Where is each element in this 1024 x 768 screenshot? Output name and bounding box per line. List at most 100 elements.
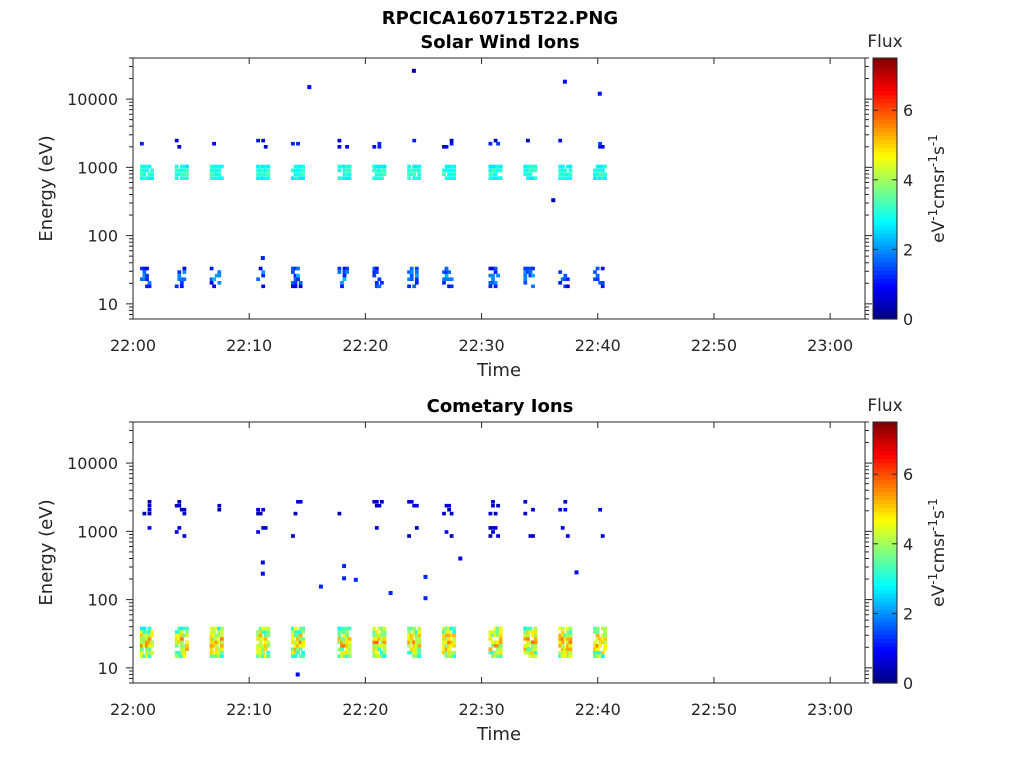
colorbar-segment: [873, 426, 897, 431]
colorbar-segment: [873, 221, 897, 226]
heatmap-cell: [526, 176, 530, 180]
heatmap-cell: [261, 164, 266, 169]
colorbar-segment: [873, 483, 897, 488]
heatmap-cell: [147, 172, 152, 177]
heatmap-cell: [293, 164, 298, 169]
heatmap-cell: [493, 654, 498, 658]
heatmap-cell: [595, 654, 600, 658]
colorbar-segment: [873, 261, 897, 267]
x-tick-label: 22:10: [226, 336, 272, 355]
heatmap-cell: [488, 281, 493, 285]
heatmap-cell: [342, 654, 347, 658]
colorbar-segment: [873, 581, 897, 586]
colorbar-frame: [872, 421, 898, 684]
heatmap-cell: [377, 637, 382, 641]
heatmap-cell: [444, 633, 449, 638]
heatmap-cells: [140, 68, 608, 289]
heatmap-cell: [568, 654, 573, 658]
heatmap-cell: [526, 640, 530, 645]
heatmap-cell: [377, 647, 382, 651]
heatmap-cell: [296, 277, 300, 281]
colorbar-segment: [873, 102, 897, 108]
heatmap-cell: [493, 630, 498, 634]
heatmap-cell: [145, 637, 149, 641]
heatmap-cell: [442, 633, 446, 638]
heatmap-cell: [491, 503, 495, 508]
heatmap-cell: [345, 650, 349, 655]
heatmap-cell: [452, 626, 457, 631]
heatmap-cell: [531, 630, 535, 634]
heatmap-cell: [372, 270, 377, 274]
heatmap-cell: [258, 164, 263, 169]
heatmap-cell: [374, 168, 379, 173]
heatmap-cell: [414, 281, 419, 285]
colorbar-segment: [873, 217, 897, 222]
heatmap-cell: [185, 630, 189, 634]
colorbar-segment: [873, 601, 897, 607]
heatmap-cell: [256, 650, 260, 655]
heatmap-cell: [595, 164, 600, 169]
colorbar-segment: [873, 265, 897, 271]
heatmap-cell: [414, 633, 419, 638]
heatmap-cell: [372, 654, 377, 658]
colorbar-segment: [873, 442, 897, 448]
heatmap-cell: [337, 647, 342, 651]
heatmap-cell: [600, 164, 605, 169]
heatmap-cell: [603, 172, 608, 177]
heatmap-cell: [488, 266, 493, 271]
heatmap-cell: [377, 633, 382, 638]
heatmap-cell: [447, 284, 451, 289]
heatmap-cell: [372, 626, 377, 631]
heatmap-cell: [340, 284, 344, 289]
heatmap-cell: [533, 640, 538, 645]
heatmap-cell: [603, 633, 608, 638]
heatmap-cell: [263, 640, 268, 645]
heatmap-cell: [414, 277, 419, 281]
heatmap-cell: [258, 647, 263, 651]
heatmap-cell: [382, 644, 387, 648]
heatmap-cell: [182, 534, 187, 538]
heatmap-cell: [442, 172, 446, 177]
y-tick-label: 10: [98, 295, 118, 314]
heatmap-cell: [598, 640, 602, 645]
heatmap-cell: [179, 168, 184, 173]
heatmap-cell: [380, 172, 384, 177]
heatmap-cell: [449, 284, 454, 289]
heatmap-cell: [374, 266, 379, 271]
heatmap-cell: [442, 168, 446, 173]
heatmap-cell: [301, 654, 305, 658]
heatmap-cell: [380, 626, 384, 631]
colorbar-segment: [873, 548, 897, 554]
heatmap-cell: [593, 176, 597, 180]
heatmap-cell: [263, 145, 268, 149]
heatmap-cell: [444, 626, 449, 631]
heatmap-cell: [179, 284, 184, 289]
heatmap-cell: [296, 644, 300, 648]
heatmap-cell: [177, 277, 182, 281]
heatmap-cell: [603, 630, 608, 634]
colorbar-segment: [873, 94, 897, 100]
heatmap-cell: [145, 644, 149, 648]
colorbar-segment: [873, 298, 897, 304]
colorbar-segment: [873, 434, 897, 439]
heatmap-cell: [449, 168, 454, 173]
heatmap-cell: [442, 644, 446, 648]
heatmap-cell: [261, 647, 266, 651]
colorbar-segment: [873, 572, 897, 578]
heatmap-cell: [142, 273, 147, 278]
colorbar-segment: [873, 678, 897, 684]
heatmap-cell: [444, 270, 449, 274]
heatmap-cell: [179, 507, 184, 512]
heatmap-cell: [414, 630, 419, 634]
heatmap-cell: [179, 633, 184, 638]
heatmap-cell: [380, 644, 384, 648]
heatmap-cell: [603, 164, 608, 169]
heatmap-cell: [293, 650, 298, 655]
heatmap-cell: [150, 630, 154, 634]
heatmap-cell: [493, 164, 498, 169]
heatmap-cell: [498, 168, 503, 173]
heatmap-cell: [372, 266, 377, 271]
heatmap-cell: [493, 281, 498, 285]
heatmap-cell: [452, 650, 457, 655]
heatmap-cell: [563, 172, 568, 177]
